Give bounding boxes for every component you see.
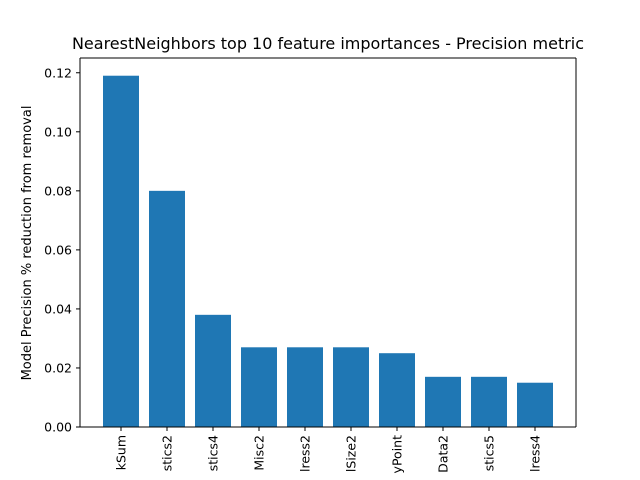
x-axis-ticks: kSum stics2 stics4 Misc2 lress2 lSize2 yPoint D… (114, 427, 543, 473)
y-tick-label: 0.10 (44, 124, 72, 139)
y-tick-label: 0.06 (44, 242, 72, 257)
bars-layer (103, 75, 553, 427)
bar-Misc2 (241, 347, 277, 427)
y-tick-label: 0.04 (44, 301, 72, 316)
x-tick-label: yPoint (390, 435, 405, 474)
bar-lSize2 (333, 347, 369, 427)
x-tick-label: Data2 (436, 435, 451, 473)
axes-frame (79, 57, 577, 428)
bar-kSum (103, 75, 139, 427)
x-tick-label: Misc2 (252, 435, 267, 471)
bar-stics2 (149, 190, 185, 427)
x-tick-label: stics2 (160, 435, 175, 471)
y-axis-ticks: 0.00 0.02 0.04 0.06 0.08 0.10 0.12 (44, 65, 80, 435)
bar-stics5 (471, 376, 507, 427)
x-tick-label: kSum (114, 435, 129, 470)
y-tick-label: 0.02 (44, 360, 72, 375)
bar-stics4 (195, 314, 231, 427)
x-tick-label: lSize2 (344, 435, 359, 472)
x-tick-label: lress2 (298, 435, 313, 472)
y-tick-label: 0.12 (44, 65, 72, 80)
x-tick-label: lress4 (528, 435, 543, 472)
x-tick-label: stics4 (206, 435, 221, 471)
y-tick-label: 0.00 (44, 420, 72, 435)
x-tick-label: stics5 (482, 435, 497, 471)
bar-lress4 (517, 382, 553, 427)
bar-lress2 (287, 347, 323, 427)
y-axis-label: Model Precision % reduction from removal (20, 106, 35, 381)
bar-yPoint (379, 353, 415, 427)
bar-Data2 (425, 376, 461, 427)
y-tick-label: 0.08 (44, 183, 72, 198)
chart-title: NearestNeighbors top 10 feature importan… (72, 34, 584, 53)
